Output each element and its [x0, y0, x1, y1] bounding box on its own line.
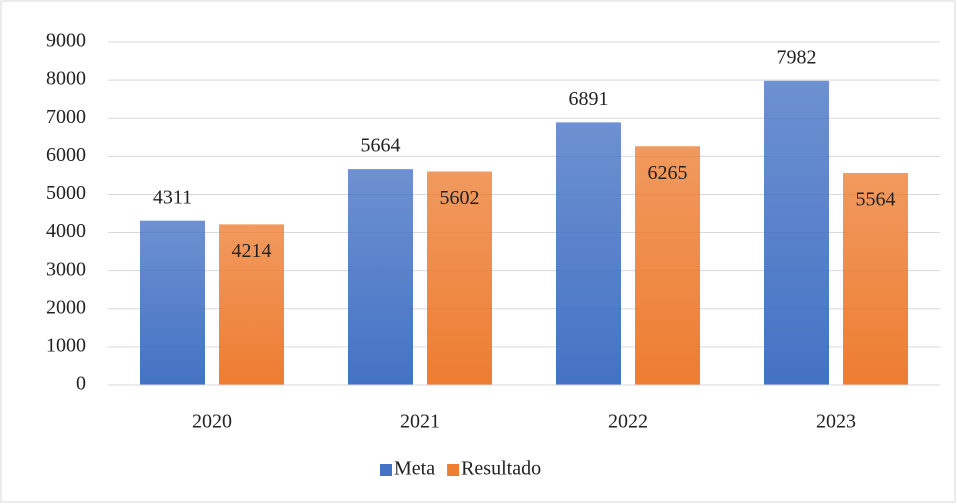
x-tick-label: 2021 — [400, 411, 440, 433]
legend-swatch — [380, 464, 392, 476]
y-tick-label: 5000 — [46, 182, 86, 204]
bar — [556, 122, 621, 385]
x-tick-label: 2020 — [192, 411, 232, 433]
legend-swatch — [447, 464, 460, 476]
bar — [843, 172, 908, 385]
data-label: 4214 — [232, 240, 272, 262]
y-tick-label: 1000 — [46, 334, 86, 356]
y-tick-label: 3000 — [46, 258, 86, 280]
data-label: 6891 — [569, 88, 609, 110]
y-tick-label: 7000 — [46, 106, 86, 128]
data-label: 5564 — [856, 189, 896, 211]
y-tick-label: 0 — [76, 373, 86, 395]
bar — [348, 169, 413, 385]
legend-label: Meta — [394, 458, 435, 480]
legend-label: Resultado — [461, 458, 541, 480]
data-label: 6265 — [648, 162, 688, 184]
bar — [764, 80, 829, 385]
y-tick-label: 9000 — [46, 30, 86, 52]
bar — [635, 146, 700, 385]
y-tick-label: 2000 — [46, 296, 86, 318]
data-label: 5664 — [361, 135, 401, 157]
y-tick-label: 8000 — [46, 68, 86, 90]
data-label: 5602 — [440, 187, 480, 209]
x-tick-label: 2022 — [608, 411, 648, 433]
bar — [140, 220, 205, 385]
bar — [427, 171, 492, 385]
data-label: 4311 — [153, 186, 192, 208]
y-tick-label: 6000 — [46, 144, 86, 166]
data-label: 7982 — [777, 46, 817, 68]
bar — [219, 224, 284, 385]
x-tick-label: 2023 — [816, 411, 856, 433]
y-tick-label: 4000 — [46, 220, 86, 242]
